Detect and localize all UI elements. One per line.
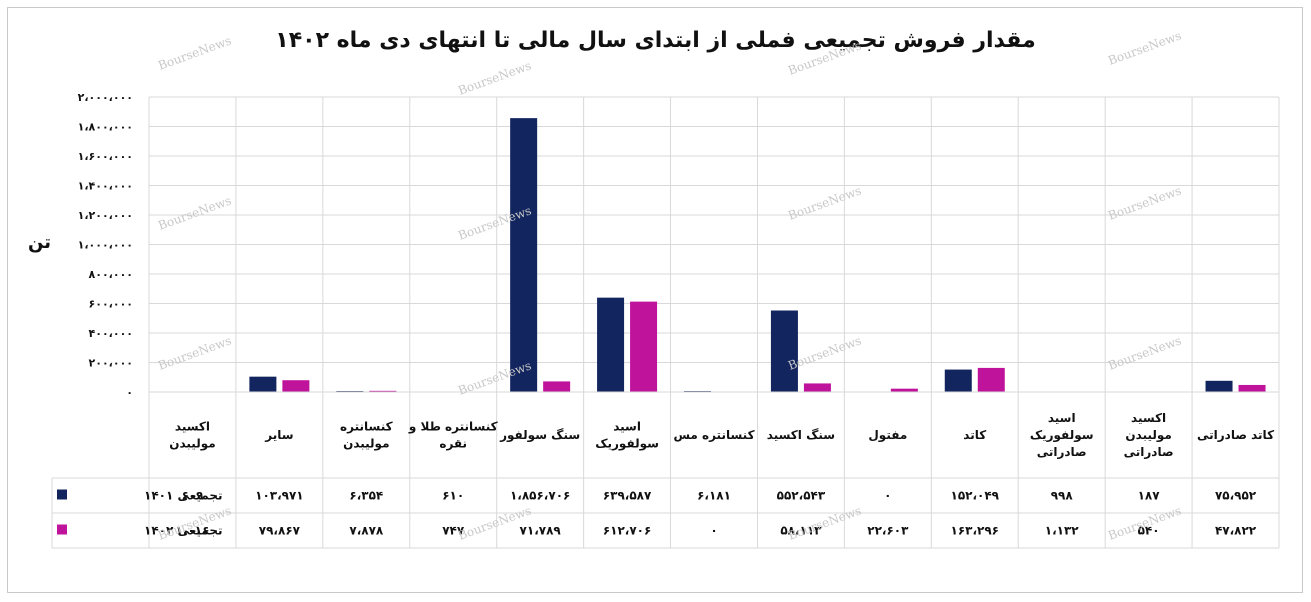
y-tick-label: ۶۰۰،۰۰۰: [89, 298, 133, 311]
y-tick-label: ۱،۸۰۰،۰۰۰: [78, 121, 133, 134]
y-tick-label: ۱،۰۰۰،۰۰۰: [78, 239, 133, 252]
legend-label-series1: تجمیعی ۱۴۰۱: [144, 489, 223, 503]
data-cell-series1: ۶۳۹،۵۸۷: [603, 489, 652, 503]
y-tick-label: ۱،۲۰۰،۰۰۰: [78, 209, 133, 222]
category-label: مولیبدن: [169, 437, 215, 452]
data-cell-series1: ۱،۸۵۶،۷۰۶: [510, 489, 570, 503]
watermarks: BourseNews BourseNews BourseNews BourseNews…: [156, 28, 1183, 542]
category-label: سنگ سولفور: [499, 428, 580, 443]
data-cell-series1: ۶۰۹: [181, 489, 204, 503]
data-cell-series2: ۷،۸۷۸: [349, 524, 384, 538]
bar-series2-1: [282, 380, 310, 392]
watermark-text: BourseNews: [456, 58, 533, 97]
bar-series1-5: [597, 297, 625, 392]
bars: [162, 118, 1266, 392]
data-cell-series2: ۲۲،۶۰۳: [867, 524, 909, 538]
category-label: سولفوریک: [595, 437, 659, 452]
data-cell-series2: ۵۴۰: [1138, 524, 1160, 538]
bar-series1-9: [944, 369, 972, 392]
bar-series2-8: [890, 388, 918, 392]
data-cell-series2: ۱،۱۳۲: [1045, 524, 1080, 538]
bar-series2-7: [803, 383, 831, 392]
category-label: مولیبدن: [1125, 428, 1171, 443]
y-tick-label: ۱،۴۰۰،۰۰۰: [78, 180, 133, 193]
data-cell-series2: ۶۱۲،۷۰۶: [603, 524, 652, 538]
bar-series1-1: [249, 376, 277, 392]
watermark-text: BourseNews: [156, 333, 233, 372]
watermark-text: BourseNews: [1106, 28, 1183, 67]
data-cell-series2: ۱۶۳،۲۹۶: [951, 524, 1000, 538]
data-cell-series1: ۶۱۰: [442, 489, 464, 503]
data-cell-series1: ۱۰۳،۹۷۱: [255, 489, 304, 503]
legend-label-series2: تجمیعی ۱۴۰۲: [144, 524, 223, 538]
data-cell-series2: ۷۹،۸۶۷: [259, 524, 301, 538]
category-label: کاتد: [963, 428, 986, 442]
data-table: اکسید مولیبدن سایر کنسانتره مولیبدن کنسانتره …: [51, 391, 1279, 549]
data-cell-series1: ۶،۳۵۴: [349, 489, 383, 503]
data-cell-series1: ۷۵،۹۵۲: [1215, 489, 1257, 503]
y-tick-label: ۴۰۰،۰۰۰: [89, 327, 133, 340]
category-label: اکسید: [1131, 411, 1166, 425]
y-tick-label: ۸۰۰،۰۰۰: [89, 268, 133, 281]
bar-series2-9: [977, 367, 1005, 392]
y-tick-label: ۱،۶۰۰،۰۰۰: [78, 150, 133, 163]
bar-series2-5: [630, 301, 658, 392]
chart-title: مقدار فروش تجمیعی فملی از ابتدای سال مال…: [275, 28, 1036, 53]
bar-series1-4: [510, 118, 538, 392]
category-label: اسید: [613, 420, 641, 434]
category-label: اکسید: [175, 420, 210, 434]
watermark-text: BourseNews: [156, 193, 233, 232]
bar-series2-4: [543, 381, 571, 392]
data-cell-series1: ۰: [884, 489, 891, 503]
watermark-text: BourseNews: [1106, 333, 1183, 372]
category-label: مفتول: [868, 428, 907, 443]
category-label: سایر: [264, 428, 293, 442]
data-cell-series1: ۱۵۲،۰۴۹: [951, 489, 1000, 503]
bar-series2-2: [369, 390, 397, 392]
data-cell-series1: ۶،۱۸۱: [697, 489, 731, 503]
bar-series1-12: [1205, 380, 1233, 392]
bar-series2-12: [1238, 384, 1266, 392]
y-axis-ticks: ۰ ۲۰۰،۰۰۰ ۴۰۰،۰۰۰ ۶۰۰،۰۰۰ ۸۰۰،۰۰۰ ۱،۰۰۰،۰۰۰ ۱،…: [78, 91, 133, 399]
y-tick-label: ۲،۰۰۰،۰۰۰: [78, 91, 133, 104]
watermark-text: BourseNews: [156, 33, 233, 72]
legend-swatch-series1: [57, 489, 67, 500]
data-cell-series2: ۰: [710, 524, 717, 538]
data-cell-series2: ۵۸،۱۱۳: [780, 524, 822, 538]
bar-series1-7: [770, 310, 798, 392]
watermark-text: BourseNews: [1106, 183, 1183, 222]
category-label: صادراتی: [1037, 445, 1087, 459]
category-label: نقره: [439, 437, 467, 451]
y-tick-label: ۲۰۰،۰۰۰: [89, 357, 133, 370]
legend-swatch-series2: [57, 524, 67, 535]
data-cell-series2: ۷۴۷: [442, 524, 465, 538]
category-label: مولیبدن: [343, 437, 389, 452]
data-cell-series1: ۱۸۷: [1138, 489, 1161, 503]
category-label: اسید: [1048, 411, 1076, 425]
chart-frame: [7, 7, 1303, 593]
watermark-text: BourseNews: [786, 38, 863, 77]
data-cell-series2: ۱،۰۱۶: [176, 524, 210, 538]
category-label: کاتد صادراتی: [1197, 428, 1274, 442]
y-tick-label: ۰: [126, 386, 133, 399]
gridlines: [148, 96, 1280, 548]
category-label: کنسانتره: [340, 420, 393, 434]
category-label: کنسانتره مس: [673, 428, 754, 442]
data-cell-series2: ۷۱،۷۸۹: [520, 524, 562, 538]
category-label: سولفوریک: [1030, 428, 1094, 443]
watermark-text: BourseNews: [786, 183, 863, 222]
data-cell-series1: ۹۹۸: [1051, 489, 1074, 503]
category-label: کنسانتره طلا و: [408, 420, 498, 435]
category-label: سنگ اکسید: [767, 428, 835, 442]
data-cell-series2: ۴۷،۸۲۲: [1215, 524, 1257, 538]
category-label: صادراتی: [1124, 445, 1174, 459]
y-axis-label: تن: [28, 232, 51, 253]
data-cell-series1: ۵۵۲،۵۴۳: [777, 489, 826, 503]
